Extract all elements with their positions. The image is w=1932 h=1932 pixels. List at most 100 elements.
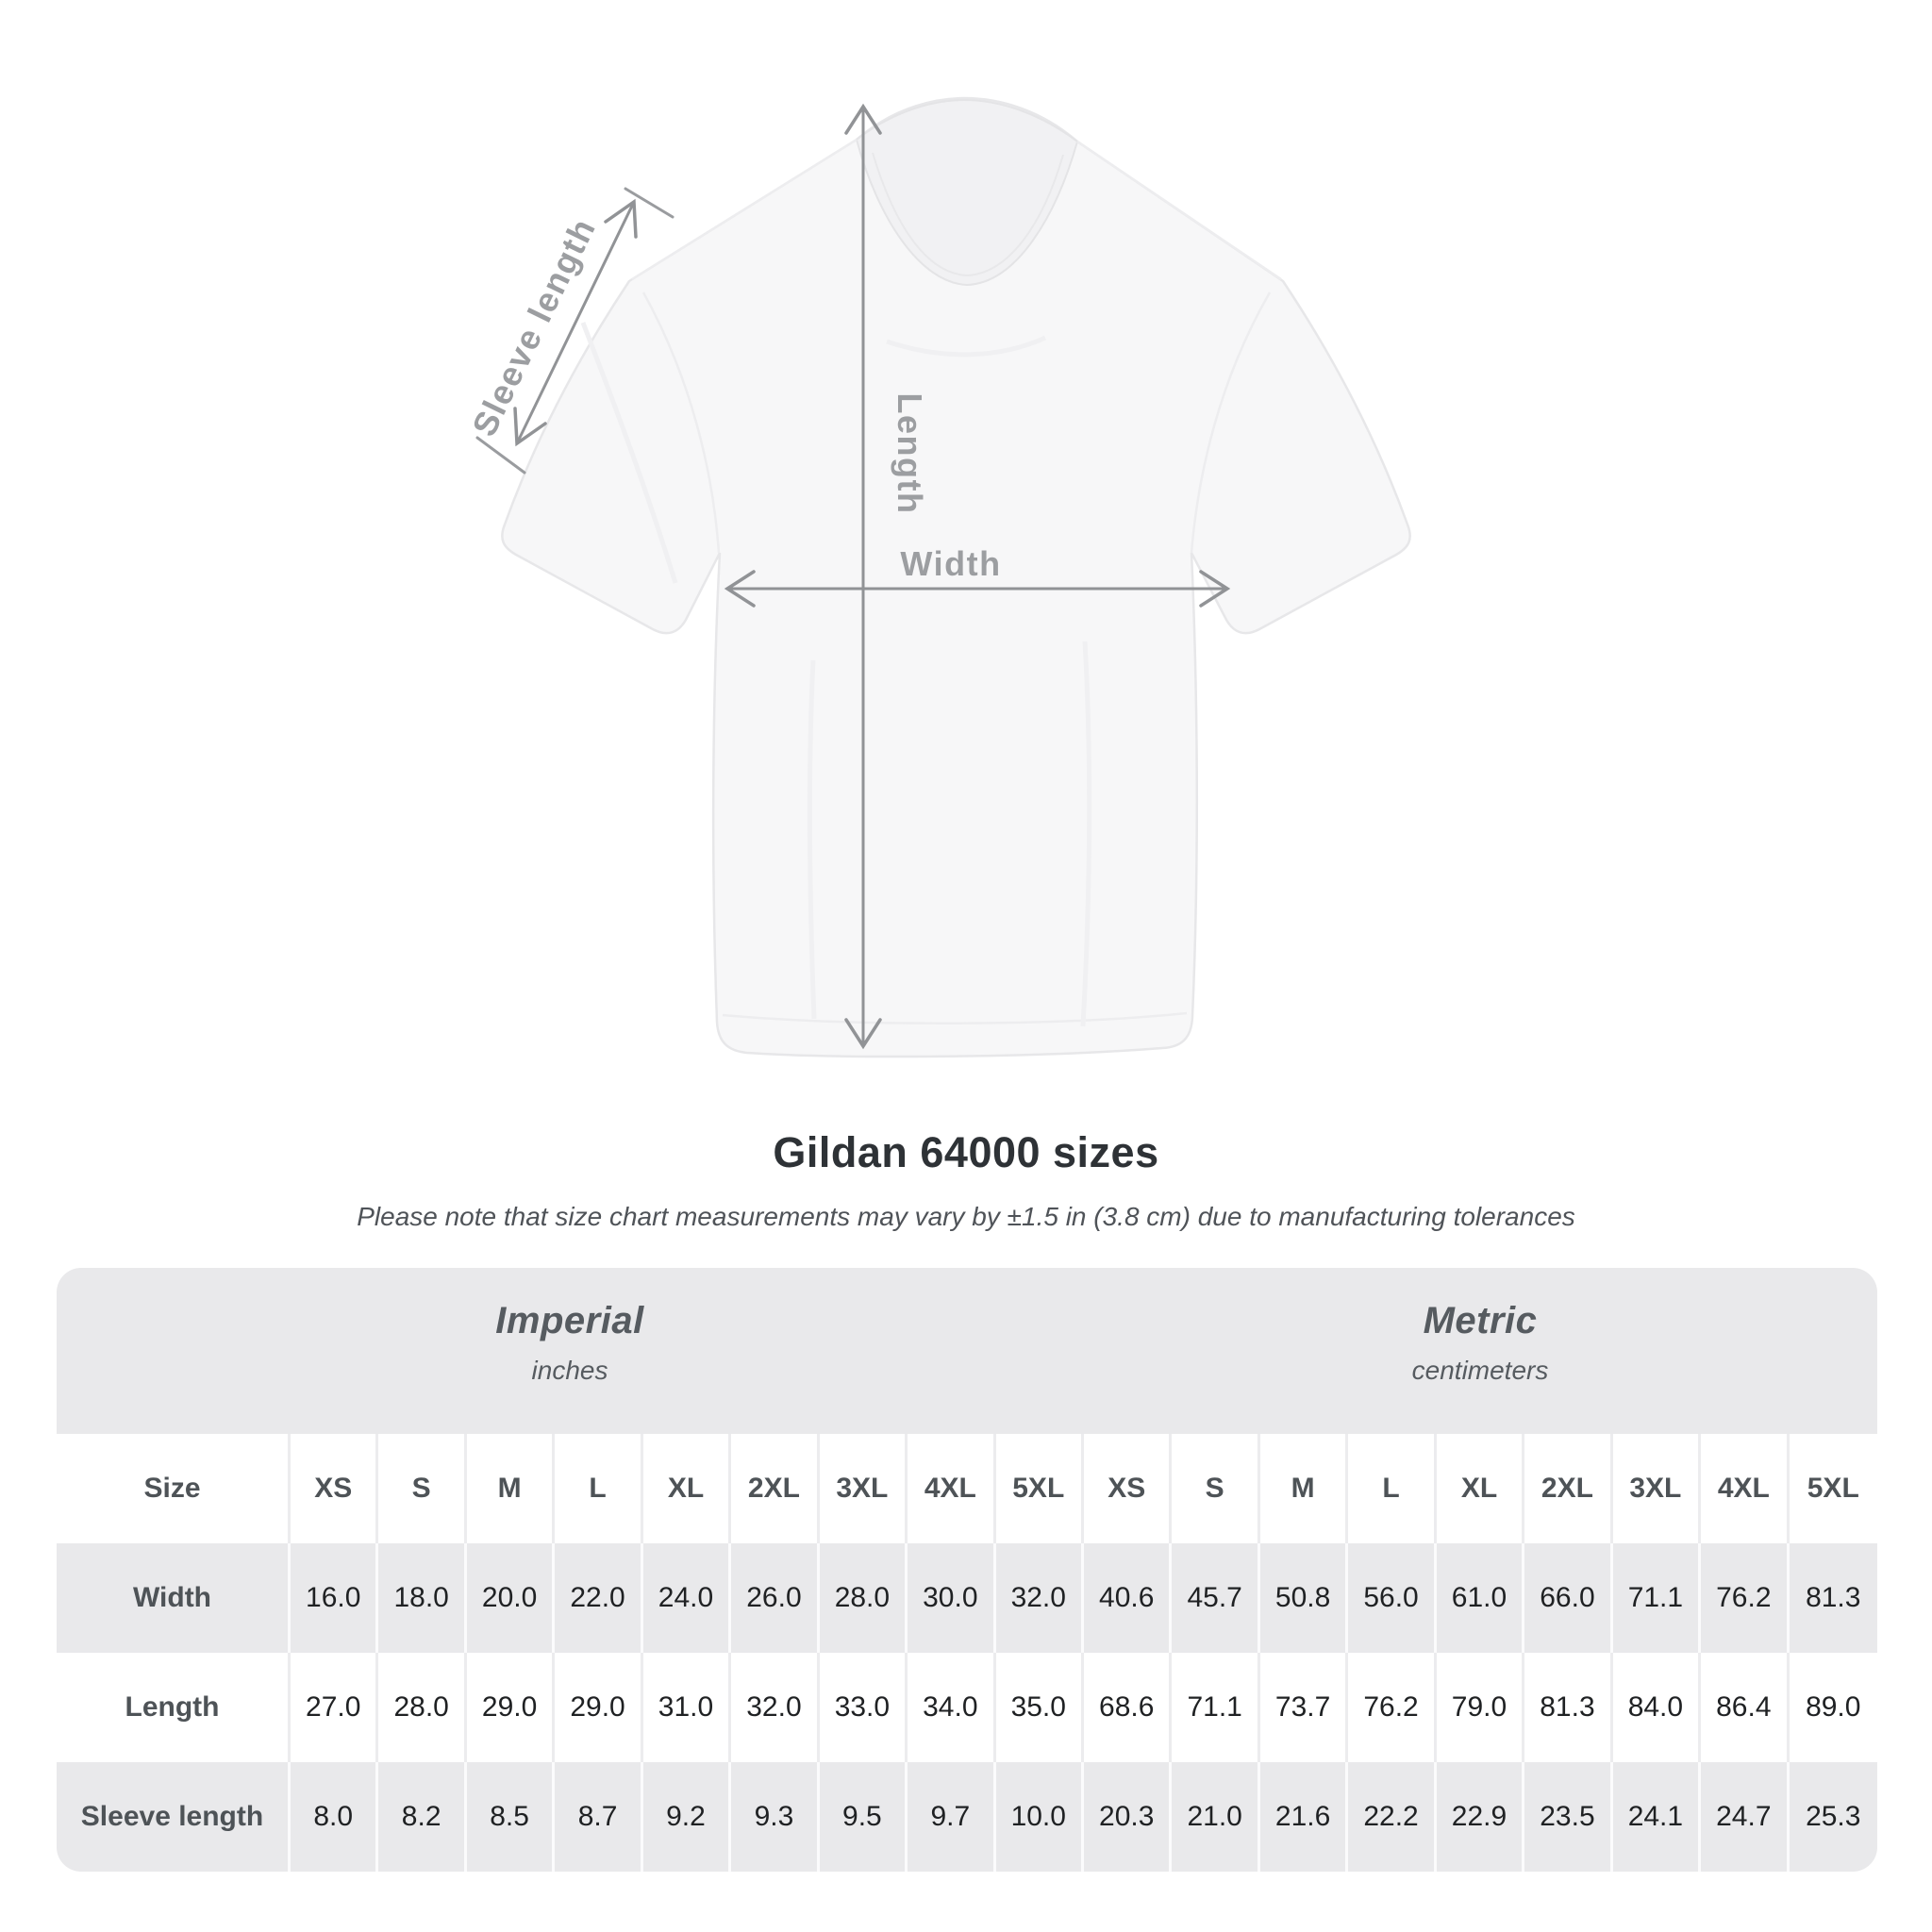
value-cell: 32.0 [731,1653,820,1762]
size-header-metric: 4XL [1701,1434,1790,1543]
tolerance-note: Please note that size chart measurements… [357,1202,1575,1231]
value-cell: 28.0 [378,1653,467,1762]
value-cell: 9.5 [819,1762,908,1872]
tshirt-shoulder-seam-left [631,138,858,281]
value-cell: 9.7 [908,1762,996,1872]
value-cell: 89.0 [1789,1653,1877,1762]
size-table: Imperial inches Metric centimeters Size X… [57,1268,1877,1872]
value-cell: 71.1 [1172,1653,1260,1762]
value-cell: 40.6 [1083,1543,1173,1653]
value-cell: 22.2 [1348,1762,1437,1872]
value-cell: 9.3 [731,1762,820,1872]
tshirt-wrinkle [1080,641,1092,1027]
value-cell: 18.0 [378,1543,467,1653]
value-cell: 8.5 [466,1762,556,1872]
tshirt-hem-seam [722,1011,1188,1025]
value-cell: 66.0 [1524,1543,1613,1653]
value-cell: 10.0 [995,1762,1084,1872]
value-cell: 28.0 [819,1543,908,1653]
imperial-title: Imperial [495,1300,644,1341]
value-cell: 20.3 [1083,1762,1173,1872]
value-cell: 9.2 [642,1762,732,1872]
value-cell: 31.0 [642,1653,732,1762]
size-header-imperial: 4XL [908,1434,996,1543]
value-cell: 24.1 [1612,1762,1702,1872]
value-cell: 35.0 [995,1653,1084,1762]
value-cell: 34.0 [908,1653,996,1762]
size-column-header: Size [57,1434,291,1543]
tshirt-wrinkle [807,659,817,1020]
size-header-metric: L [1348,1434,1437,1543]
size-header-imperial: M [466,1434,556,1543]
tshirt-armhole-seam-right [1190,291,1272,554]
value-cell: 86.4 [1701,1653,1790,1762]
tshirt-collar-rib [872,152,1064,277]
size-header-imperial: 5XL [995,1434,1084,1543]
value-cell: 21.0 [1172,1762,1260,1872]
value-cell: 26.0 [731,1543,820,1653]
size-header-imperial: S [378,1434,467,1543]
tshirt-armhole-seam-left [641,291,721,554]
value-cell: 33.0 [819,1653,908,1762]
size-table-grid: Size XS S M L XL 2XL 3XL 4XL 5XL XS S M L XL 2XL 3XL 4XL 5… [57,1434,1877,1872]
tshirt-graphic [501,96,1411,1058]
size-header-metric: M [1259,1434,1349,1543]
page-title: Gildan 64000 sizes [773,1128,1159,1176]
metric-unit: centimeters [1411,1356,1549,1385]
value-cell: 8.2 [378,1762,467,1872]
size-header-metric: 5XL [1789,1434,1877,1543]
width-dimension: Width [724,544,1231,608]
size-header-imperial: L [555,1434,643,1543]
size-header-metric: XL [1436,1434,1525,1543]
value-cell: 71.1 [1612,1543,1702,1653]
row-label: Length [57,1653,291,1762]
length-dimension: Length [844,103,929,1050]
value-cell: 45.7 [1172,1543,1260,1653]
row-label: Width [57,1543,291,1653]
width-label: Width [900,544,1001,583]
size-header-metric: 3XL [1612,1434,1702,1543]
value-cell: 22.0 [555,1543,643,1653]
size-header-metric: XS [1083,1434,1173,1543]
value-cell: 8.0 [291,1762,379,1872]
tshirt-shoulder-seam-right [1076,140,1282,281]
tshirt-wrinkle [886,335,1047,358]
size-header-imperial: 2XL [731,1434,820,1543]
tshirt-wrinkle [580,322,678,584]
value-cell: 68.6 [1083,1653,1173,1762]
value-cell: 22.9 [1436,1762,1525,1872]
value-cell: 81.3 [1524,1653,1613,1762]
value-cell: 76.2 [1701,1543,1790,1653]
value-cell: 24.0 [642,1543,732,1653]
value-cell: 32.0 [995,1543,1084,1653]
size-header-metric: 2XL [1524,1434,1613,1543]
size-header-metric: S [1172,1434,1260,1543]
size-header-imperial: XS [291,1434,379,1543]
imperial-unit: inches [531,1356,608,1385]
value-cell: 61.0 [1436,1543,1525,1653]
size-header-imperial: XL [642,1434,732,1543]
value-cell: 56.0 [1348,1543,1437,1653]
metric-header: Metric centimeters [1083,1268,1877,1434]
imperial-header: Imperial inches [57,1268,1083,1434]
value-cell: 20.0 [466,1543,556,1653]
tshirt-diagram: Length Width Sleeve length [464,96,1411,1058]
value-cell: 8.7 [555,1762,643,1872]
value-cell: 21.6 [1259,1762,1349,1872]
value-cell: 73.7 [1259,1653,1349,1762]
value-cell: 30.0 [908,1543,996,1653]
value-cell: 76.2 [1348,1653,1437,1762]
value-cell: 50.8 [1259,1543,1349,1653]
value-cell: 79.0 [1436,1653,1525,1762]
unit-header-band: Imperial inches Metric centimeters [57,1268,1877,1434]
value-cell: 24.7 [1701,1762,1790,1872]
value-cell: 29.0 [555,1653,643,1762]
value-cell: 81.3 [1789,1543,1877,1653]
length-label: Length [891,393,929,515]
size-header-imperial: 3XL [819,1434,908,1543]
value-cell: 25.3 [1789,1762,1877,1872]
value-cell: 84.0 [1612,1653,1702,1762]
value-cell: 23.5 [1524,1762,1613,1872]
value-cell: 27.0 [291,1653,379,1762]
